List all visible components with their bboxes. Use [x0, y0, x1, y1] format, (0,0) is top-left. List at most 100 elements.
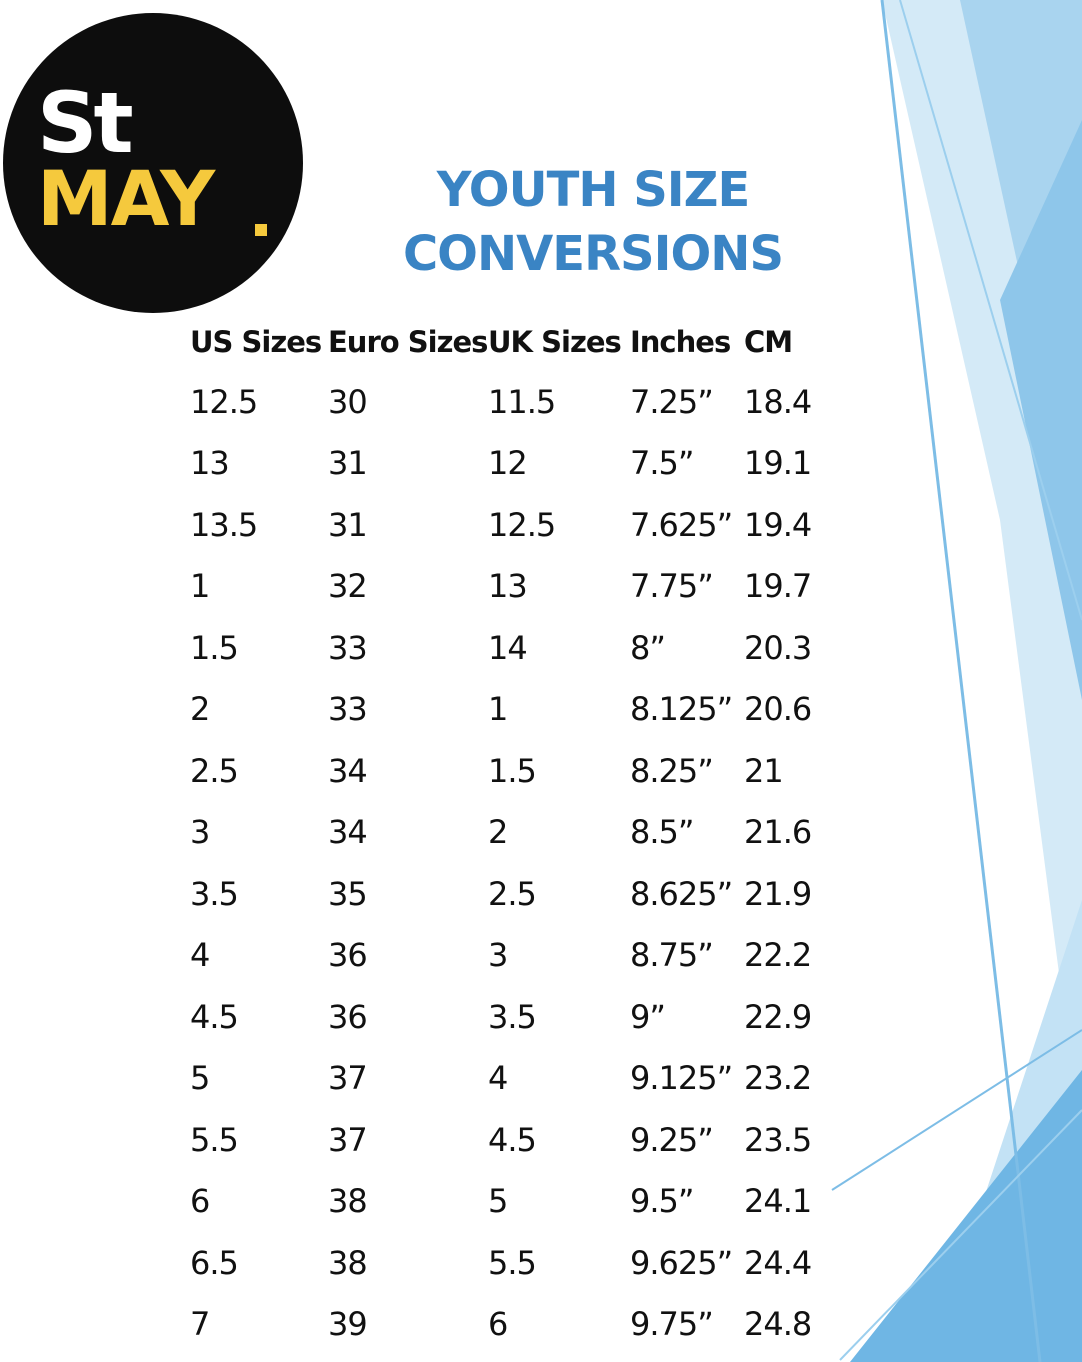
cell-euro-size: 39	[328, 1305, 368, 1344]
cell-cm: 19.1	[744, 444, 812, 483]
table-body: 12.5 30 11.5 7.25” 18.4 13 31 12 7.5” 19.1 13.5 31 1…	[190, 371, 824, 1355]
page-title: YOUTH SIZE CONVERSIONS	[393, 158, 793, 286]
cell-cm: 23.5	[744, 1120, 812, 1159]
cell-us-size: 13	[190, 444, 230, 483]
cell-euro-size: 31	[328, 444, 368, 483]
cell-uk-size: 12	[488, 444, 528, 483]
cell-uk-size: 3	[488, 936, 508, 975]
cell-cm: 24.1	[744, 1182, 812, 1221]
cell-us-size: 12.5	[190, 382, 258, 421]
column-header-euro-size: Euro Sizes	[328, 325, 488, 359]
cell-us-size: 4	[190, 936, 210, 975]
cell-cm: 19.4	[744, 505, 812, 544]
table-row: 6.5 38 5.5 9.625” 24.4	[190, 1232, 824, 1294]
cell-euro-size: 32	[328, 567, 368, 606]
decor-triangle-dark	[1000, 120, 1082, 700]
cell-us-size: 6	[190, 1182, 210, 1221]
cell-cm: 22.9	[744, 997, 812, 1036]
cell-euro-size: 37	[328, 1120, 368, 1159]
decor-line-2	[899, 0, 1082, 621]
cell-euro-size: 36	[328, 936, 368, 975]
decor-line-4	[839, 1109, 1082, 1361]
table-row: 3.5 35 2.5 8.625” 21.9	[190, 863, 824, 925]
table-row: 2.5 34 1.5 8.25” 21	[190, 740, 824, 802]
cell-cm: 23.2	[744, 1059, 812, 1098]
cell-inches: 7.75”	[630, 567, 714, 606]
table-row: 7 39 6 9.75” 24.8	[190, 1294, 824, 1356]
cell-inches: 9.625”	[630, 1243, 733, 1282]
cell-euro-size: 33	[328, 628, 368, 667]
column-header-inches: Inches	[630, 325, 731, 359]
title-line-1: YOUTH SIZE	[436, 162, 750, 218]
cell-uk-size: 2	[488, 813, 508, 852]
cell-uk-size: 13	[488, 567, 528, 606]
table-row: 13 31 12 7.5” 19.1	[190, 433, 824, 495]
table-row: 3 34 2 8.5” 21.6	[190, 802, 824, 864]
table-row: 2 33 1 8.125” 20.6	[190, 679, 824, 741]
cell-inches: 8.25”	[630, 751, 714, 790]
cell-uk-size: 4	[488, 1059, 508, 1098]
logo-st-text: St	[37, 74, 134, 172]
decor-line-3	[831, 1029, 1082, 1191]
cell-uk-size: 1	[488, 690, 508, 729]
table-row: 12.5 30 11.5 7.25” 18.4	[190, 371, 824, 433]
cell-cm: 22.2	[744, 936, 812, 975]
cell-euro-size: 30	[328, 382, 368, 421]
cell-uk-size: 11.5	[488, 382, 556, 421]
cell-inches: 7.5”	[630, 444, 694, 483]
logo-may-text: MAY	[37, 154, 215, 243]
cell-us-size: 5.5	[190, 1120, 239, 1159]
cell-inches: 7.625”	[630, 505, 733, 544]
cell-cm: 21	[744, 751, 784, 790]
cell-inches: 8.75”	[630, 936, 714, 975]
cell-uk-size: 5	[488, 1182, 508, 1221]
cell-uk-size: 14	[488, 628, 528, 667]
cell-inches: 9.25”	[630, 1120, 714, 1159]
cell-uk-size: 3.5	[488, 997, 537, 1036]
table-row: 5.5 37 4.5 9.25” 23.5	[190, 1109, 824, 1171]
cell-cm: 24.8	[744, 1305, 812, 1344]
table-row: 4.5 36 3.5 9” 22.9	[190, 986, 824, 1048]
table-row: 4 36 3 8.75” 22.2	[190, 925, 824, 987]
cell-uk-size: 5.5	[488, 1243, 537, 1282]
cell-euro-size: 38	[328, 1243, 368, 1282]
cell-cm: 24.4	[744, 1243, 812, 1282]
cell-us-size: 3.5	[190, 874, 239, 913]
logo-dot	[255, 224, 267, 236]
decor-line-1	[880, 0, 1042, 1362]
cell-us-size: 6.5	[190, 1243, 239, 1282]
table-header-row: US Sizes Euro Sizes UK Sizes Inches CM	[190, 313, 824, 371]
cell-uk-size: 2.5	[488, 874, 537, 913]
cell-euro-size: 34	[328, 751, 368, 790]
cell-cm: 20.3	[744, 628, 812, 667]
cell-inches: 8”	[630, 628, 666, 667]
cell-inches: 9”	[630, 997, 666, 1036]
title-line-2: CONVERSIONS	[402, 226, 784, 282]
cell-us-size: 13.5	[190, 505, 258, 544]
cell-euro-size: 37	[328, 1059, 368, 1098]
cell-inches: 9.5”	[630, 1182, 694, 1221]
brand-logo: St MAY	[3, 13, 303, 313]
table-row: 13.5 31 12.5 7.625” 19.4	[190, 494, 824, 556]
cell-inches: 9.75”	[630, 1305, 714, 1344]
cell-us-size: 2.5	[190, 751, 239, 790]
size-conversion-table: US Sizes Euro Sizes UK Sizes Inches CM 12.5 3…	[190, 313, 824, 1355]
column-header-cm: CM	[744, 325, 793, 359]
cell-inches: 8.125”	[630, 690, 733, 729]
cell-uk-size: 4.5	[488, 1120, 537, 1159]
cell-us-size: 2	[190, 690, 210, 729]
cell-inches: 7.25”	[630, 382, 714, 421]
table-row: 5 37 4 9.125” 23.2	[190, 1048, 824, 1110]
cell-uk-size: 1.5	[488, 751, 537, 790]
cell-inches: 9.125”	[630, 1059, 733, 1098]
cell-us-size: 1	[190, 567, 210, 606]
table-row: 6 38 5 9.5” 24.1	[190, 1171, 824, 1233]
cell-inches: 8.5”	[630, 813, 694, 852]
cell-euro-size: 33	[328, 690, 368, 729]
cell-cm: 18.4	[744, 382, 812, 421]
cell-uk-size: 6	[488, 1305, 508, 1344]
cell-us-size: 7	[190, 1305, 210, 1344]
table-row: 1 32 13 7.75” 19.7	[190, 556, 824, 618]
cell-us-size: 4.5	[190, 997, 239, 1036]
